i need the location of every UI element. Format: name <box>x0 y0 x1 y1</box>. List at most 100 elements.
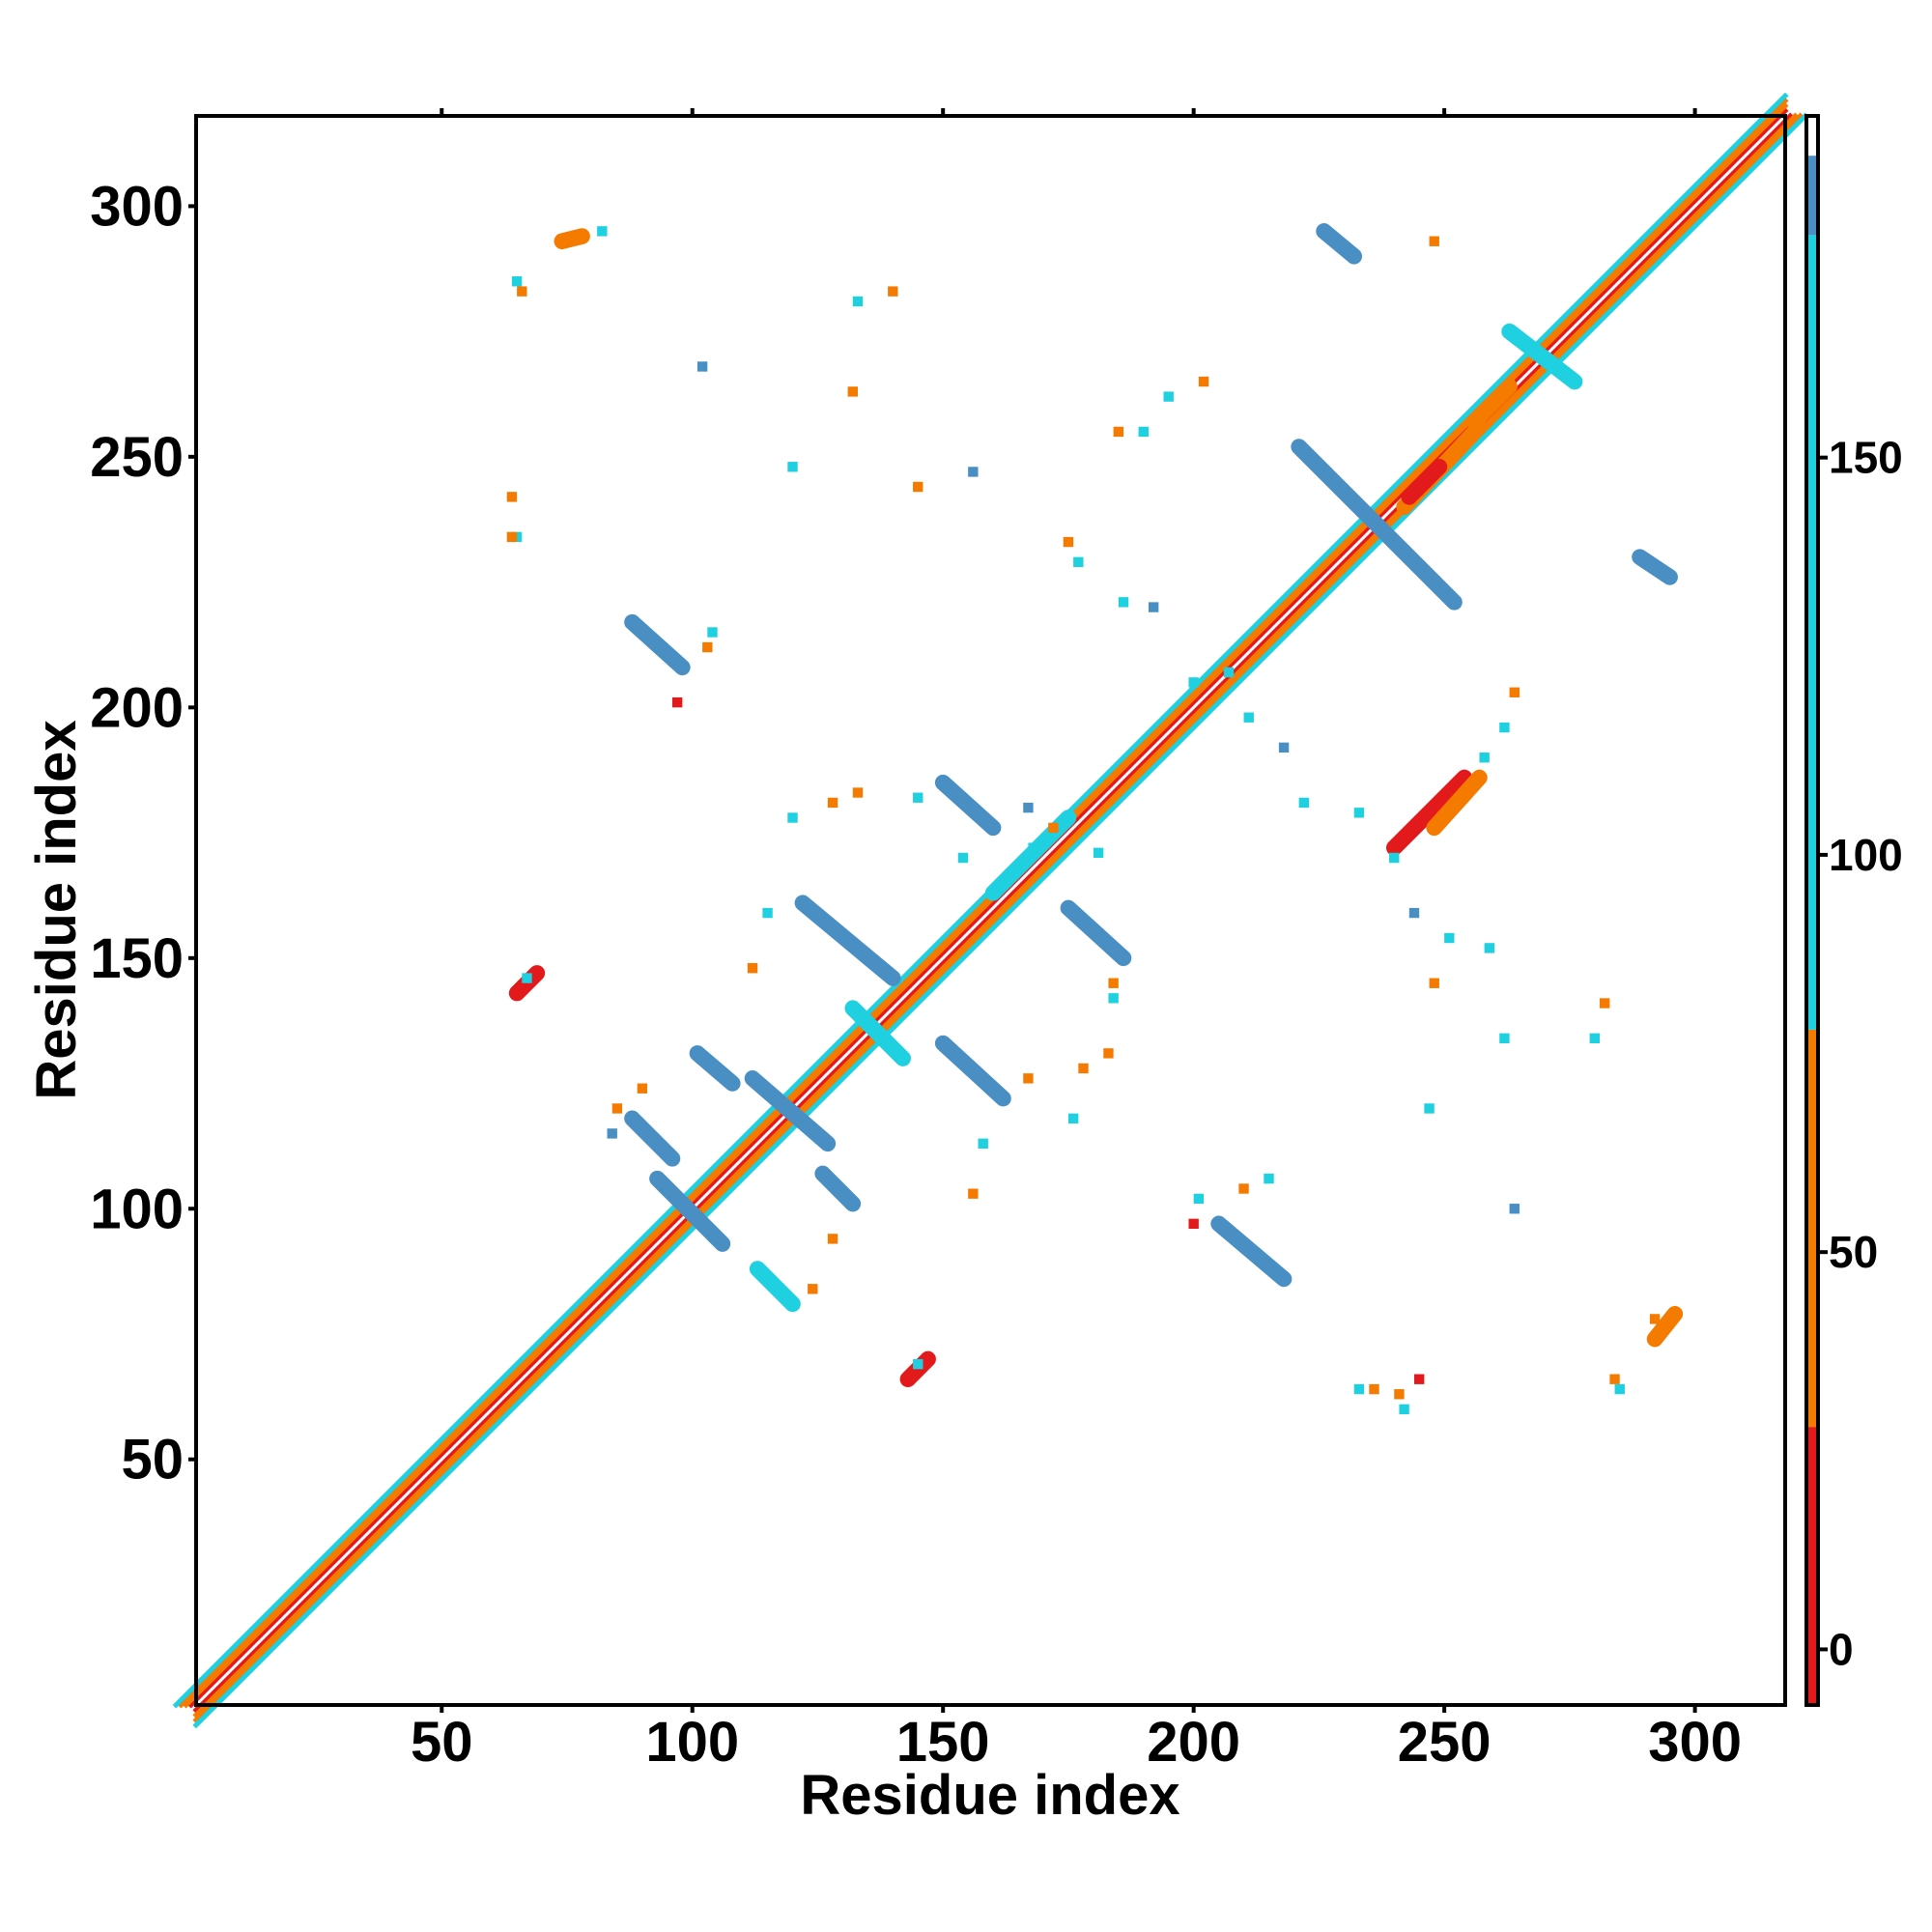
contact-point-64 <box>968 1188 979 1199</box>
contact-band-6 <box>794 895 901 986</box>
contact-point-61 <box>1649 1314 1661 1324</box>
contact-point-8 <box>506 531 518 543</box>
contact-point-53 <box>1188 1218 1199 1230</box>
contact-point-28 <box>1118 597 1129 608</box>
y-tick-label-300: 300 <box>90 175 184 238</box>
plot-frame <box>194 114 1787 1707</box>
contact-point-2 <box>517 286 527 297</box>
contact-point-48 <box>1424 1103 1435 1114</box>
contact-point-12 <box>1198 376 1209 387</box>
y-tick-label-50: 50 <box>121 1429 184 1492</box>
contact-point-29 <box>1073 556 1084 568</box>
diagonal-line-mirror-7 <box>172 92 1789 1709</box>
diagonal-line-4 <box>192 112 1794 1714</box>
contact-point-38 <box>1389 852 1400 864</box>
contact-point-11 <box>1163 391 1174 402</box>
contact-point-19 <box>852 787 864 798</box>
contact-point-47 <box>1499 1033 1510 1044</box>
x-tick-label-200: 200 <box>1147 1711 1240 1774</box>
colorbar-tick-label-50: 50 <box>1829 1227 1878 1277</box>
y-tick-label-200: 200 <box>90 676 184 739</box>
contact-point-33 <box>787 462 798 472</box>
contact-point-39 <box>1298 797 1310 809</box>
contact-point-6 <box>506 492 518 502</box>
y-tick-label-250: 250 <box>90 426 184 489</box>
contact-band-26 <box>1646 1305 1684 1348</box>
contact-point-50 <box>1238 1183 1249 1194</box>
contact-point-35 <box>1499 722 1510 733</box>
contact-point-57 <box>1399 1404 1409 1415</box>
diagonal-line-mirror-6 <box>177 97 1789 1709</box>
x-tick-label-100: 100 <box>645 1711 739 1774</box>
contact-band-24 <box>508 965 546 1002</box>
contact-band-2 <box>689 1045 741 1092</box>
contact-band-22 <box>1501 323 1583 390</box>
contact-point-10 <box>1138 426 1149 438</box>
contact-point-31 <box>968 467 979 477</box>
contact-band-13 <box>1291 439 1463 611</box>
contact-point-18 <box>827 797 838 809</box>
colorbar-band-0 <box>1806 1427 1818 1705</box>
contact-point-65 <box>978 1138 988 1149</box>
contact-point-62 <box>913 1358 923 1370</box>
contact-band-16 <box>1401 458 1448 505</box>
contact-point-73 <box>762 907 773 919</box>
colorbar-band-3 <box>1806 156 1818 236</box>
contact-point-52 <box>1193 1193 1205 1205</box>
contact-point-25 <box>1243 712 1254 723</box>
x-axis: 50 100 150 200 250 300 <box>411 108 1742 1774</box>
contact-point-16 <box>707 627 718 638</box>
colorbar-band-2 <box>1806 235 1818 1030</box>
contact-point-43 <box>1484 943 1495 953</box>
x-tick-label-150: 150 <box>896 1711 990 1774</box>
contact-point-59 <box>1609 1374 1620 1384</box>
contact-point-72 <box>747 962 758 974</box>
diagonal-centre <box>194 114 1787 1707</box>
contact-point-54 <box>1353 1383 1365 1395</box>
contact-band-19 <box>1465 378 1518 430</box>
contact-point-69 <box>1023 1073 1034 1084</box>
contact-point-66 <box>1078 1063 1089 1074</box>
contact-point-51 <box>1264 1173 1274 1184</box>
contact-point-70 <box>827 1234 838 1244</box>
contact-point-23 <box>1188 677 1199 688</box>
contact-point-42 <box>1444 932 1455 944</box>
contact-band-9 <box>934 774 1002 837</box>
contact-point-0 <box>561 236 573 246</box>
contact-band-18 <box>1426 769 1488 837</box>
contact-point-80 <box>607 1128 617 1139</box>
contact-band-12 <box>1210 1215 1293 1288</box>
contact-point-15 <box>702 641 713 653</box>
contact-point-30 <box>1063 536 1074 548</box>
contact-point-3 <box>852 296 864 307</box>
colorbar-tick-label-0: 0 <box>1829 1624 1854 1674</box>
contact-point-34 <box>847 386 858 397</box>
contact-band-3 <box>744 1070 837 1152</box>
colorbar-band-1 <box>1806 1029 1818 1428</box>
contact-band-7 <box>844 1000 911 1066</box>
contact-point-17 <box>787 812 798 823</box>
colorbar-tick-label-100: 100 <box>1829 830 1903 880</box>
contact-band-17 <box>1385 769 1473 856</box>
contact-point-82 <box>597 226 608 237</box>
contact-point-45 <box>1599 998 1610 1009</box>
x-tick-label-300: 300 <box>1648 1711 1742 1774</box>
contact-point-32 <box>913 481 923 493</box>
contact-point-40 <box>1353 808 1365 818</box>
y-axis: 50 100 150 200 250 300 <box>90 175 196 1492</box>
contact-point-76 <box>1023 802 1034 813</box>
colorbar-frame <box>1804 114 1820 1707</box>
contact-point-26 <box>1278 742 1290 753</box>
contact-point-5 <box>696 361 708 372</box>
contact-band-8 <box>934 1035 1011 1107</box>
contact-point-24 <box>1223 667 1235 678</box>
contact-point-20 <box>913 792 923 803</box>
contact-point-14 <box>671 696 683 708</box>
contact-band-11 <box>624 613 691 676</box>
contact-point-1 <box>511 276 523 287</box>
contact-point-58 <box>1413 1374 1425 1384</box>
contact-point-81 <box>637 1083 648 1094</box>
contact-band-0 <box>624 1110 681 1167</box>
diagonal-line-mirror-5 <box>183 102 1789 1709</box>
x-tick-label-250: 250 <box>1398 1711 1492 1774</box>
